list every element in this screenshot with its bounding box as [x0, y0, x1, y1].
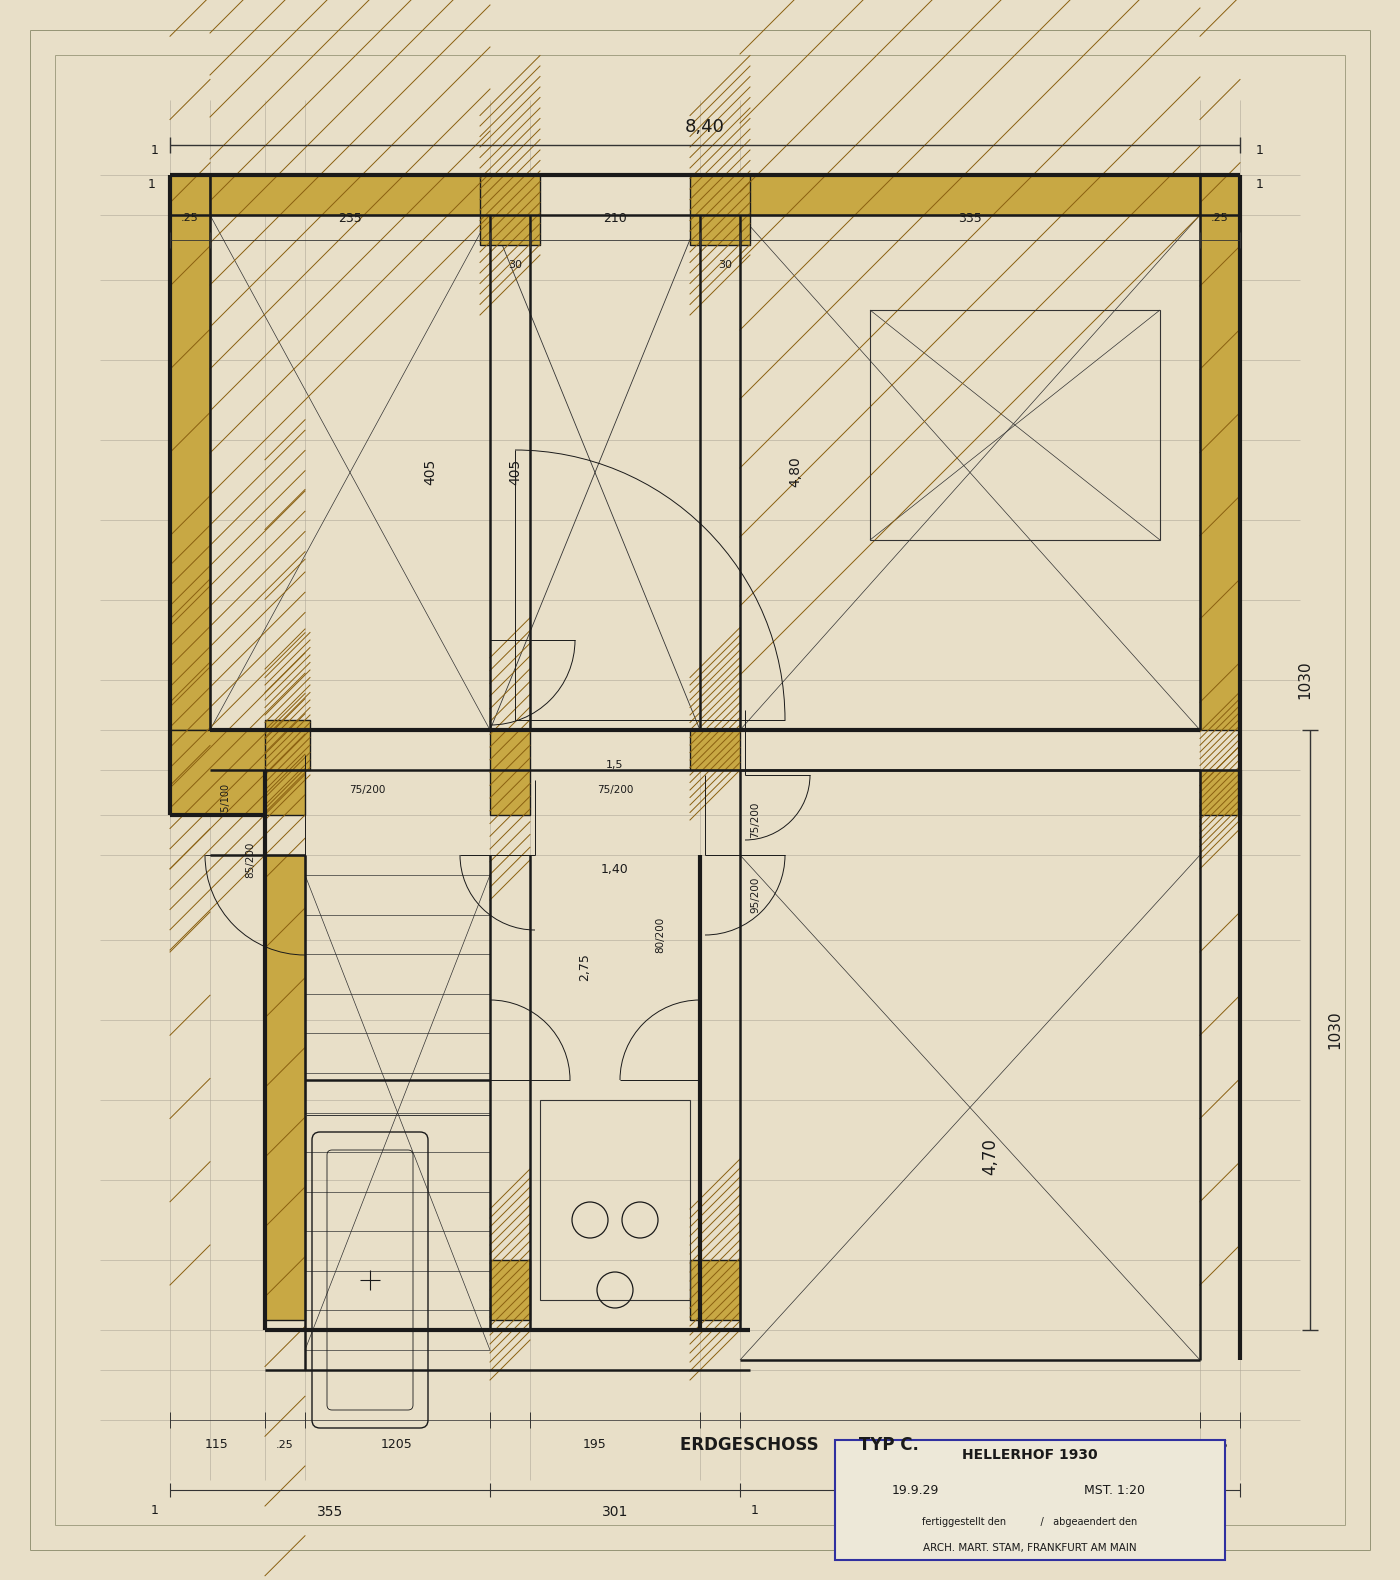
Text: 1030: 1030 — [1298, 660, 1313, 700]
Text: 19.9.29: 19.9.29 — [892, 1484, 938, 1496]
Text: 85/200: 85/200 — [245, 842, 255, 878]
Text: 1205: 1205 — [381, 1438, 413, 1452]
Text: HELLERHOF 1930: HELLERHOF 1930 — [962, 1447, 1098, 1462]
Text: 75/200: 75/200 — [596, 785, 633, 795]
Bar — [1200, 769, 1240, 815]
Text: 360: 360 — [938, 1438, 962, 1452]
Text: 75/200: 75/200 — [349, 785, 385, 795]
Text: MST. 1:20: MST. 1:20 — [1085, 1484, 1145, 1496]
Text: 115: 115 — [206, 1438, 228, 1452]
Text: ERDGESCHOSS       TYP C.: ERDGESCHOSS TYP C. — [680, 1436, 918, 1454]
Text: 1: 1 — [1256, 144, 1264, 156]
Text: 235: 235 — [339, 212, 361, 224]
Text: 1,40: 1,40 — [601, 864, 629, 877]
Bar — [265, 720, 309, 769]
Text: 1: 1 — [750, 1504, 759, 1517]
Bar — [265, 855, 305, 1319]
Bar — [480, 175, 540, 245]
Bar — [540, 1100, 690, 1300]
Text: 1030: 1030 — [1327, 1011, 1343, 1049]
Text: 355: 355 — [316, 1506, 343, 1518]
Text: 8,40: 8,40 — [685, 118, 725, 136]
Text: fertiggestellt den           /   abgeaendert den: fertiggestellt den / abgeaendert den — [923, 1517, 1138, 1526]
Bar — [210, 175, 490, 215]
Text: 1: 1 — [151, 144, 160, 156]
Text: 30: 30 — [508, 261, 522, 270]
Text: .25: .25 — [181, 213, 199, 223]
Text: .25: .25 — [1211, 1439, 1229, 1450]
Text: .25: .25 — [276, 1439, 294, 1450]
Bar — [1200, 175, 1240, 730]
Text: 30: 30 — [718, 261, 732, 270]
Bar — [169, 175, 210, 730]
Bar — [834, 1439, 1225, 1559]
Text: ARCH. MART. STAM, FRANKFURT AM MAIN: ARCH. MART. STAM, FRANKFURT AM MAIN — [923, 1544, 1137, 1553]
Text: 195: 195 — [584, 1438, 606, 1452]
Text: 1: 1 — [148, 179, 155, 191]
Text: 355: 355 — [977, 1506, 1004, 1518]
Text: 301: 301 — [602, 1506, 629, 1518]
Text: 1: 1 — [151, 1504, 160, 1517]
Text: 210: 210 — [603, 212, 627, 224]
Text: 405: 405 — [508, 458, 522, 485]
Bar — [741, 175, 1200, 215]
Text: 80/200: 80/200 — [655, 916, 665, 953]
Bar — [690, 175, 750, 245]
Text: 4,70: 4,70 — [981, 1139, 1000, 1176]
Bar — [169, 730, 305, 815]
Text: 4,80: 4,80 — [788, 457, 802, 487]
Text: 405: 405 — [423, 458, 437, 485]
Text: 335: 335 — [958, 212, 981, 224]
Text: 75/200: 75/200 — [750, 801, 760, 837]
Text: 1: 1 — [1256, 179, 1264, 191]
Text: 75/100: 75/100 — [220, 784, 230, 817]
Bar — [690, 730, 741, 769]
Bar — [869, 310, 1161, 540]
Bar — [490, 730, 531, 815]
Bar — [490, 1259, 531, 1319]
Bar — [690, 1259, 741, 1319]
Text: .25: .25 — [1211, 213, 1229, 223]
Text: 2,75: 2,75 — [578, 953, 591, 981]
Text: 1,5: 1,5 — [606, 760, 624, 769]
Text: 95/200: 95/200 — [750, 877, 760, 913]
